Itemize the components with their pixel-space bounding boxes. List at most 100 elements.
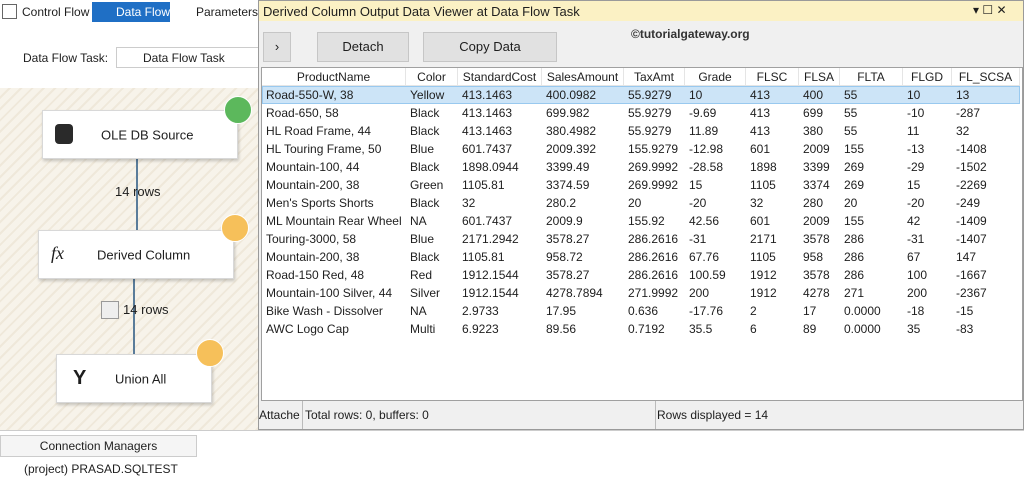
cell: 147: [956, 250, 977, 264]
tab[interactable]: Control Flow: [22, 5, 90, 19]
cell: Multi: [410, 322, 436, 336]
label: Data Flow Task:: [23, 51, 109, 65]
cell: 11: [907, 124, 920, 138]
connection-item[interactable]: (project) PRASAD.SQLTEST: [24, 462, 178, 476]
cell: -12.98: [689, 142, 724, 156]
cell: -20: [907, 196, 925, 210]
viewer-icon[interactable]: [101, 301, 119, 319]
cell: -1408: [956, 142, 987, 156]
cell: 271.9992: [628, 286, 679, 300]
tab-selected[interactable]: Data Flow: [92, 2, 170, 22]
cell: Mountain-200, 38: [266, 178, 360, 192]
cell: 15: [907, 178, 921, 192]
cell: 380: [803, 124, 824, 138]
cell: 89.56: [546, 322, 577, 336]
tab[interactable]: Parameters: [196, 5, 259, 19]
column-header: FLSA: [799, 68, 840, 86]
cell: 55.9279: [628, 88, 672, 102]
column-header: ProductName: [262, 68, 406, 86]
tab-label: Data Flow: [116, 5, 171, 19]
dropdown-value: Data Flow Task: [143, 51, 225, 65]
cell: -28.58: [689, 160, 724, 174]
cell: 1105.81: [462, 178, 505, 192]
cell: 286: [844, 268, 865, 282]
cell: Blue: [410, 232, 435, 246]
cell: 271: [844, 286, 865, 300]
cell: 400: [803, 88, 824, 102]
cell: 3399.49: [546, 160, 590, 174]
cell: Black: [410, 124, 440, 138]
cell: 89: [803, 322, 817, 336]
cell: 280.2: [546, 196, 577, 210]
cell: 2: [750, 304, 757, 318]
status-text: Total rows: 0, buffers: 0: [305, 408, 429, 422]
cell: -18: [907, 304, 925, 318]
cell: 55.9279: [628, 124, 672, 138]
cell: 42: [907, 214, 921, 228]
cell: 67.76: [689, 250, 720, 264]
window-control[interactable]: ▾ ☐ ✕: [973, 3, 1007, 17]
cell: Mountain-200, 38: [266, 250, 360, 264]
cell: 1912.1544: [462, 268, 519, 282]
cell: 3578.27: [546, 232, 590, 246]
cell: 67: [907, 250, 921, 264]
cell: 3578.27: [546, 268, 590, 282]
expand-button[interactable]: ›: [263, 32, 291, 62]
cell: Mountain-100, 44: [266, 160, 360, 174]
cell: 269: [844, 160, 865, 174]
cell: Black: [410, 160, 440, 174]
cell: 3578: [803, 268, 830, 282]
cell: 155: [844, 214, 865, 228]
cell: 200: [689, 286, 710, 300]
cell: AWC Logo Cap: [266, 322, 349, 336]
cell: -13: [907, 142, 925, 156]
tab[interactable]: Connection Managers: [0, 435, 197, 457]
node[interactable]: OLE DB Source: [42, 110, 238, 159]
cell: 286.2616: [628, 250, 679, 264]
cell: 286.2616: [628, 268, 679, 282]
divider: [302, 401, 303, 429]
cell: Road-650, 58: [266, 106, 339, 120]
cell: -249: [956, 196, 981, 210]
cell: Mountain-100 Silver, 44: [266, 286, 393, 300]
node[interactable]: Y Union All: [56, 354, 212, 403]
cell: 32: [462, 196, 476, 210]
cell: 6: [750, 322, 757, 336]
cell: 380.4982: [546, 124, 597, 138]
cell: 0.636: [628, 304, 659, 318]
cell: 55.9279: [628, 106, 672, 120]
cell: Yellow: [410, 88, 445, 102]
cell: 4278: [803, 286, 830, 300]
status-icon: [224, 96, 252, 124]
cell: 20: [628, 196, 642, 210]
cell: 100: [907, 268, 928, 282]
cell: 601.7437: [462, 214, 513, 228]
cell: 17: [803, 304, 817, 318]
cell: 601: [750, 214, 771, 228]
cell: 155.92: [628, 214, 665, 228]
bottom-panel: Connection Managers (project) PRASAD.SQL…: [0, 430, 1024, 489]
cell: 0.7192: [628, 322, 665, 336]
button[interactable]: Copy Data: [423, 32, 557, 62]
cell: Road-150 Red, 48: [266, 268, 365, 282]
status-text: Attache: [259, 408, 300, 422]
cell: HL Touring Frame, 50: [266, 142, 382, 156]
cell: 2009.9: [546, 214, 583, 228]
cell: 413.1463: [462, 106, 513, 120]
watermark: ©tutorialgateway.org: [631, 27, 750, 41]
cell: Black: [410, 106, 440, 120]
cell: -29: [907, 160, 925, 174]
cell: -2269: [956, 178, 987, 192]
dropdown[interactable]: Data Flow Task: [116, 47, 260, 68]
cell: 269: [844, 178, 865, 192]
cell: -15: [956, 304, 974, 318]
cell: 286: [844, 232, 865, 246]
cell: -31: [689, 232, 707, 246]
cell: Red: [410, 268, 433, 282]
button[interactable]: Detach: [317, 32, 409, 62]
node[interactable]: fx Derived Column: [38, 230, 234, 279]
cell: ML Mountain Rear Wheel: [266, 214, 402, 228]
cell: 601.7437: [462, 142, 513, 156]
cell: 280: [803, 196, 824, 210]
